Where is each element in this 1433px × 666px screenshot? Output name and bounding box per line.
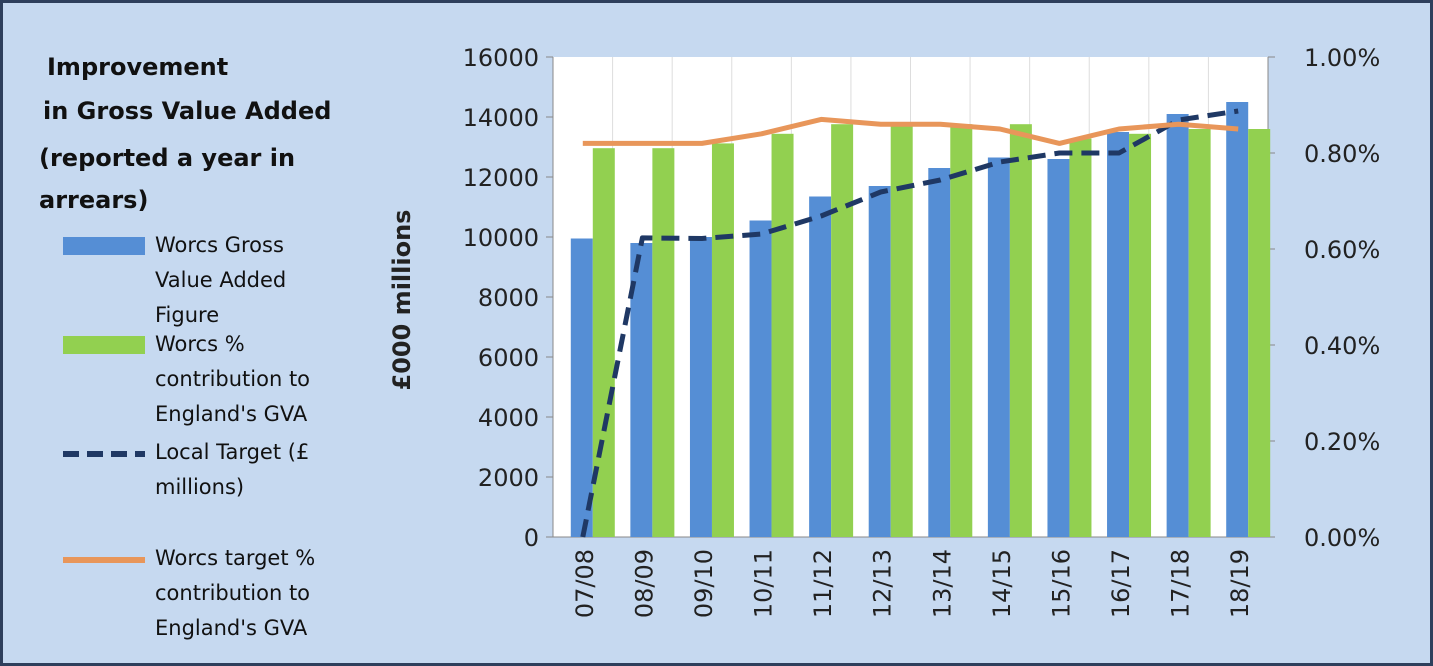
bar: [749, 220, 772, 537]
legend-swatch: [63, 237, 145, 255]
y-tick-label: 10000: [463, 224, 539, 252]
y-tick-label: 14000: [463, 104, 539, 132]
y2-tick-label: 0.40%: [1304, 332, 1380, 360]
title-line: in Gross Value Added: [43, 97, 332, 125]
y2-tick-label: 0.00%: [1304, 524, 1380, 552]
y-tick-label: 12000: [463, 164, 539, 192]
x-tick-label: 18/19: [1226, 549, 1254, 618]
bar: [1107, 132, 1130, 537]
title-line: Improvement: [47, 53, 229, 81]
bar: [890, 124, 913, 537]
bar: [1166, 114, 1189, 537]
y-tick-label: 8000: [478, 284, 539, 312]
x-tick-label: 09/10: [690, 549, 718, 618]
line-series: [582, 116, 1239, 146]
legend-item: Worcs target % contribution to England's…: [63, 541, 345, 646]
legend-marker: [63, 237, 145, 255]
legend-label: Worcs target % contribution to England's…: [155, 546, 316, 640]
x-tick-label: 13/14: [928, 549, 956, 618]
y2-tick-label: 0.60%: [1304, 236, 1380, 264]
y2-tick-label: 1.00%: [1304, 44, 1380, 72]
bar: [1069, 138, 1092, 537]
bar: [689, 237, 712, 537]
x-tick-label: 14/15: [988, 549, 1016, 618]
y-tick-label: 16000: [463, 44, 539, 72]
legend-marker: [63, 336, 145, 354]
bar: [592, 148, 615, 537]
bar: [1047, 159, 1070, 537]
y2-tick-label: 0.80%: [1304, 140, 1380, 168]
x-tick-label: 07/08: [571, 549, 599, 618]
bar: [950, 124, 973, 537]
bar: [928, 168, 951, 537]
bar: [652, 148, 675, 537]
x-tick-label: 17/18: [1167, 549, 1195, 618]
bar: [711, 143, 734, 537]
bar: [1129, 133, 1152, 538]
y-tick-label: 2000: [478, 464, 539, 492]
bar: [1226, 102, 1249, 537]
bar: [809, 196, 832, 537]
chart-subtitle: (reported a year in arrears): [39, 144, 296, 214]
legend-swatch: [63, 451, 145, 457]
x-tick-label: 15/16: [1047, 549, 1075, 618]
x-tick-label: 10/11: [750, 549, 778, 618]
y-tick-label: 0: [524, 524, 539, 552]
bar: [831, 124, 854, 537]
legend-item: Local Target (£ millions): [63, 435, 345, 505]
bar: [868, 186, 891, 537]
y-tick-label: 4000: [478, 404, 539, 432]
y2-tick-label: 0.20%: [1304, 428, 1380, 456]
legend-label: Worcs Gross Value Added Figure: [155, 233, 287, 327]
bar: [771, 133, 794, 538]
x-tick-label: 08/09: [630, 549, 658, 618]
legend-swatch: [63, 336, 145, 354]
legend-label: Local Target (£ millions): [155, 440, 310, 499]
legend-label: Worcs % contribution to England's GVA: [155, 332, 311, 426]
bar: [987, 157, 1010, 537]
legend-swatch: [63, 557, 145, 563]
legend-item: Worcs % contribution to England's GVA: [63, 327, 345, 432]
x-tick-label: 16/17: [1107, 549, 1135, 618]
bar: [1248, 129, 1271, 537]
bar: [1009, 124, 1032, 537]
bar: [630, 243, 653, 537]
y-tick-label: 6000: [478, 344, 539, 372]
bar: [1188, 129, 1211, 537]
bar: [570, 238, 593, 537]
chart: 0 2000 4000 6000 8000 10000 12000 14000 16000 0.0…: [388, 44, 1380, 618]
x-tick-label: 11/12: [809, 549, 837, 618]
y-axis-label: £000 millions: [388, 210, 416, 391]
line-series: [580, 108, 1239, 538]
x-tick-label: 12/13: [869, 549, 897, 618]
chart-title: Improvement in Gross Value Added: [43, 45, 331, 133]
legend-item: Worcs Gross Value Added Figure: [63, 228, 345, 333]
